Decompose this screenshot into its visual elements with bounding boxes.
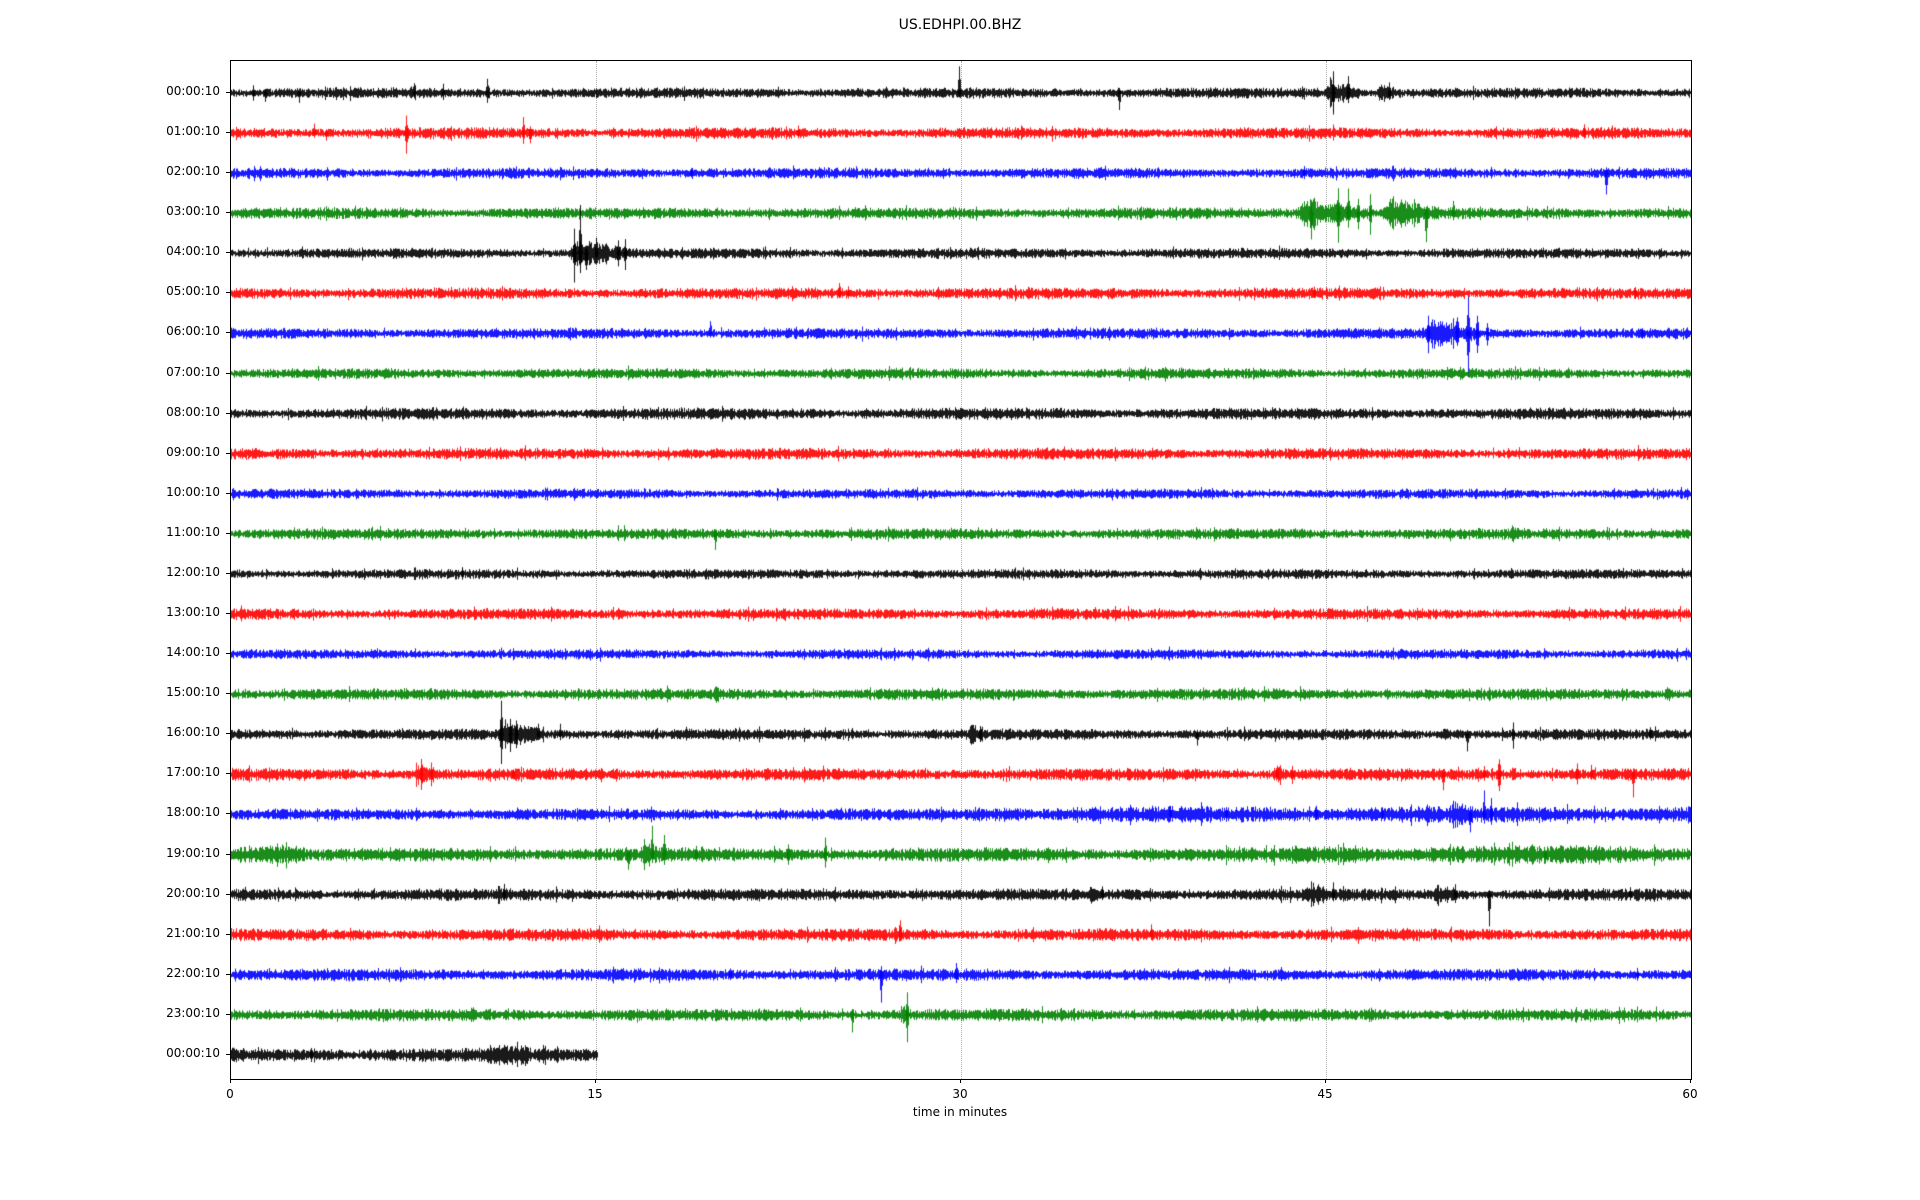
y-tick-label: 19:00:10	[166, 845, 220, 860]
y-tick-label: 03:00:10	[166, 204, 220, 219]
y-tick-label: 18:00:10	[166, 805, 220, 820]
y-tick-label: 21:00:10	[166, 925, 220, 940]
y-tick-mark	[226, 172, 230, 174]
y-tick-mark	[226, 412, 230, 414]
y-tick-mark	[226, 733, 230, 735]
y-tick-mark	[226, 1053, 230, 1055]
y-tick-label: 09:00:10	[166, 444, 220, 459]
x-axis-label: time in minutes	[912, 1105, 1008, 1119]
y-tick-mark	[226, 132, 230, 134]
y-tick-mark	[226, 613, 230, 615]
y-tick-label: 16:00:10	[166, 725, 220, 740]
y-tick-mark	[226, 532, 230, 534]
y-tick-mark	[226, 452, 230, 454]
y-tick-label: 08:00:10	[166, 404, 220, 419]
y-tick-mark	[226, 92, 230, 93]
y-tick-mark	[226, 252, 230, 254]
x-tick-mark	[230, 1079, 231, 1083]
y-tick-label: 15:00:10	[166, 685, 220, 700]
y-tick-label: 13:00:10	[166, 605, 220, 620]
y-tick-mark	[226, 572, 230, 574]
trace-canvas	[231, 61, 1691, 1079]
y-tick-label: 05:00:10	[166, 284, 220, 299]
x-tick-label: 45	[1317, 1087, 1333, 1101]
chart-title: US.EDHPI.00.BHZ	[898, 17, 1022, 33]
y-tick-label: 23:00:10	[166, 1005, 220, 1020]
y-tick-mark	[226, 292, 230, 294]
x-tick-label: 30	[952, 1087, 968, 1101]
x-tick-label: 15	[587, 1087, 603, 1101]
y-tick-label: 01:00:10	[166, 124, 220, 139]
y-tick-mark	[226, 1013, 230, 1015]
y-tick-label: 17:00:10	[166, 765, 220, 780]
y-tick-label: 02:00:10	[166, 164, 220, 179]
x-tick-mark	[1690, 1079, 1691, 1083]
x-tick-mark	[1325, 1079, 1326, 1083]
y-tick-mark	[226, 372, 230, 374]
y-tick-mark	[226, 693, 230, 695]
y-tick-label: 10:00:10	[166, 484, 220, 499]
x-tick-mark	[595, 1079, 596, 1083]
x-tick-label: 60	[1682, 1087, 1698, 1101]
y-tick-label: 11:00:10	[166, 524, 220, 539]
y-tick-mark	[226, 853, 230, 855]
y-tick-label: 14:00:10	[166, 645, 220, 660]
y-tick-mark	[226, 773, 230, 775]
y-tick-label: 12:00:10	[166, 564, 220, 579]
plot-area	[230, 60, 1692, 1080]
y-tick-mark	[226, 332, 230, 334]
y-tick-label: 00:00:10	[166, 84, 220, 98]
y-tick-mark	[226, 933, 230, 935]
y-tick-label: 07:00:10	[166, 364, 220, 379]
x-tick-mark	[960, 1079, 961, 1083]
y-tick-mark	[226, 212, 230, 214]
y-tick-mark	[226, 813, 230, 815]
y-tick-mark	[226, 492, 230, 494]
y-tick-mark	[226, 653, 230, 655]
y-tick-label: 20:00:10	[166, 885, 220, 900]
y-tick-mark	[226, 893, 230, 895]
y-tick-label: 00:00:10	[166, 1045, 220, 1060]
x-tick-label: 0	[226, 1087, 234, 1101]
y-tick-mark	[226, 973, 230, 975]
y-tick-label: 06:00:10	[166, 324, 220, 339]
y-tick-label: 04:00:10	[166, 244, 220, 259]
y-tick-label: 22:00:10	[166, 965, 220, 980]
